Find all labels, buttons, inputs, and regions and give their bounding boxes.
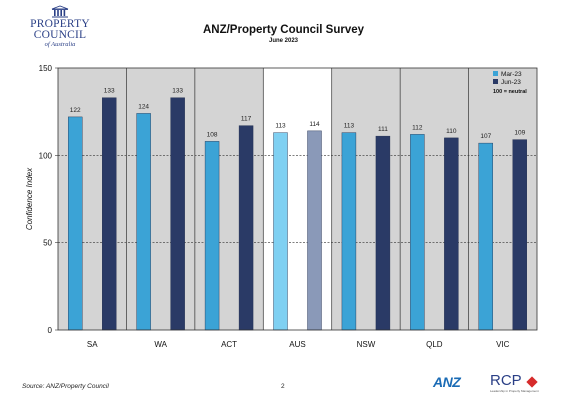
y-tick-label: 150 <box>39 64 53 73</box>
legend-label: Jun-23 <box>501 79 521 86</box>
data-label: 124 <box>138 103 149 110</box>
bar-aus-mar-23 <box>273 132 288 331</box>
legend-label: Mar-23 <box>501 71 522 78</box>
x-tick-label: AUS <box>289 340 305 349</box>
data-label: 108 <box>207 131 218 138</box>
data-label: 110 <box>446 128 457 135</box>
data-label: 109 <box>514 130 525 137</box>
anz-logo: ANZ <box>433 374 461 390</box>
data-label: 107 <box>480 133 491 140</box>
logo-line-3: of Australia <box>44 41 76 48</box>
chart-title: ANZ/Property Council Survey <box>202 24 365 36</box>
data-label: 111 <box>378 126 388 133</box>
plot-frame <box>57 67 538 331</box>
x-tick-label: SA <box>87 340 98 349</box>
bar-qld-jun-23 <box>444 137 459 331</box>
x-tick-label: WA <box>154 340 167 349</box>
data-label: 133 <box>172 88 183 95</box>
bar-act-mar-23 <box>204 141 220 331</box>
building-icon <box>51 5 69 18</box>
bar-vic-mar-23 <box>478 142 493 331</box>
bar-nsw-mar-23 <box>341 132 357 331</box>
y-axis-label: Confidence Index <box>25 167 34 230</box>
legend-swatch <box>493 79 498 84</box>
y-tick-label: 50 <box>43 239 52 248</box>
x-tick-label: QLD <box>426 340 443 349</box>
data-label: 133 <box>104 88 115 95</box>
y-tick-label: 0 <box>48 326 53 335</box>
data-label: 122 <box>70 107 81 114</box>
logo-line-1: PROPERTY <box>30 18 90 30</box>
bar-sa-jun-23 <box>102 97 117 331</box>
data-label: 113 <box>344 123 355 130</box>
bar-act-jun-23 <box>238 125 254 331</box>
bar-qld-mar-23 <box>410 134 425 331</box>
data-label: 114 <box>309 121 320 128</box>
rcp-tagline: Leadership in Property Management <box>490 389 539 393</box>
data-label: 113 <box>275 123 286 130</box>
source-note: Source: ANZ/Property Council <box>22 383 109 390</box>
bar-nsw-jun-23 <box>375 135 391 331</box>
property-council-logo: PROPERTY COUNCIL of Australia <box>28 5 92 49</box>
data-label: 117 <box>241 116 252 123</box>
bar-wa-mar-23 <box>136 113 151 331</box>
legend-note: 100 = neutral <box>493 89 527 95</box>
page-number: 2 <box>281 383 285 390</box>
data-label: 112 <box>412 124 423 131</box>
logo-line-2: COUNCIL <box>33 29 87 41</box>
bar-vic-jun-23 <box>512 139 527 331</box>
y-tick-label: 100 <box>39 151 53 160</box>
bar-aus-jun-23 <box>307 130 322 331</box>
rcp-logo: RCP <box>490 372 522 389</box>
x-tick-label: ACT <box>221 340 237 349</box>
chart-subtitle: June 2023 <box>268 38 299 44</box>
x-tick-label: NSW <box>357 340 376 349</box>
bar-sa-mar-23 <box>68 116 83 331</box>
legend-swatch <box>493 71 498 76</box>
x-tick-label: VIC <box>496 340 510 349</box>
bar-wa-jun-23 <box>170 97 185 331</box>
